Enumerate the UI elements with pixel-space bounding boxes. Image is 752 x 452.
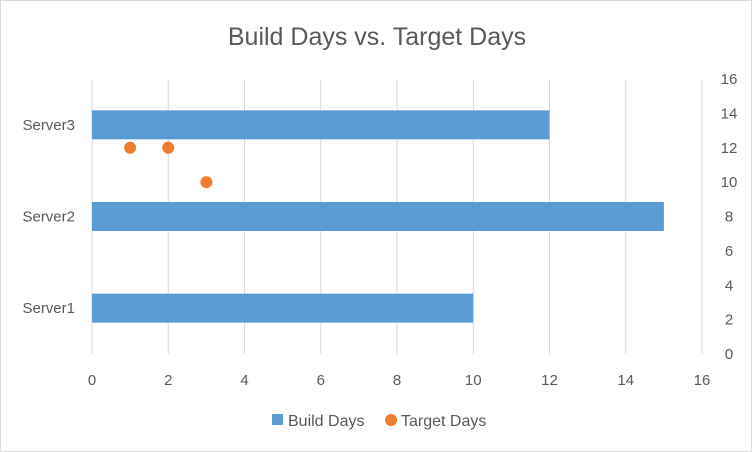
x-tick-label: 12 xyxy=(541,372,558,389)
category-label: Server2 xyxy=(22,209,75,226)
y2-tick-label: 0 xyxy=(725,346,733,363)
y2-tick-label: 10 xyxy=(721,174,738,191)
y2-tick-label: 2 xyxy=(725,312,733,329)
legend-swatch-point xyxy=(385,414,397,426)
x-tick-label: 0 xyxy=(88,372,96,389)
x-tick-label: 2 xyxy=(164,372,172,389)
secondary-y-axis: 0 2 4 6 8 10 12 14 16 xyxy=(721,71,738,363)
x-axis: 0 2 4 6 8 10 12 14 16 xyxy=(88,372,711,389)
x-tick-label: 16 xyxy=(694,372,711,389)
y2-tick-label: 6 xyxy=(725,243,733,260)
x-tick-label: 8 xyxy=(393,372,401,389)
y2-tick-label: 16 xyxy=(721,71,738,88)
legend: Build Days Target Days xyxy=(272,413,486,430)
bar-series xyxy=(92,110,664,323)
bar xyxy=(92,202,664,231)
category-label: Server3 xyxy=(22,117,75,134)
scatter-point xyxy=(162,141,175,154)
scatter-series xyxy=(124,141,213,189)
bar xyxy=(92,110,550,140)
legend-label: Build Days xyxy=(288,413,364,430)
x-tick-label: 10 xyxy=(465,372,482,389)
y2-tick-label: 14 xyxy=(721,105,738,122)
x-tick-label: 4 xyxy=(240,372,248,389)
y2-tick-label: 4 xyxy=(725,277,733,294)
scatter-point xyxy=(200,176,213,189)
bar xyxy=(92,293,474,323)
y2-tick-label: 8 xyxy=(725,209,733,226)
category-label: Server1 xyxy=(22,300,75,317)
legend-swatch-bar xyxy=(272,414,283,425)
chart-title: Build Days vs. Target Days xyxy=(228,23,526,51)
category-axis: Server1 Server2 Server3 xyxy=(22,117,75,317)
x-tick-label: 6 xyxy=(317,372,325,389)
y2-tick-label: 12 xyxy=(721,140,738,157)
scatter-point xyxy=(124,141,137,154)
x-tick-label: 14 xyxy=(617,372,634,389)
legend-label: Target Days xyxy=(401,413,486,430)
